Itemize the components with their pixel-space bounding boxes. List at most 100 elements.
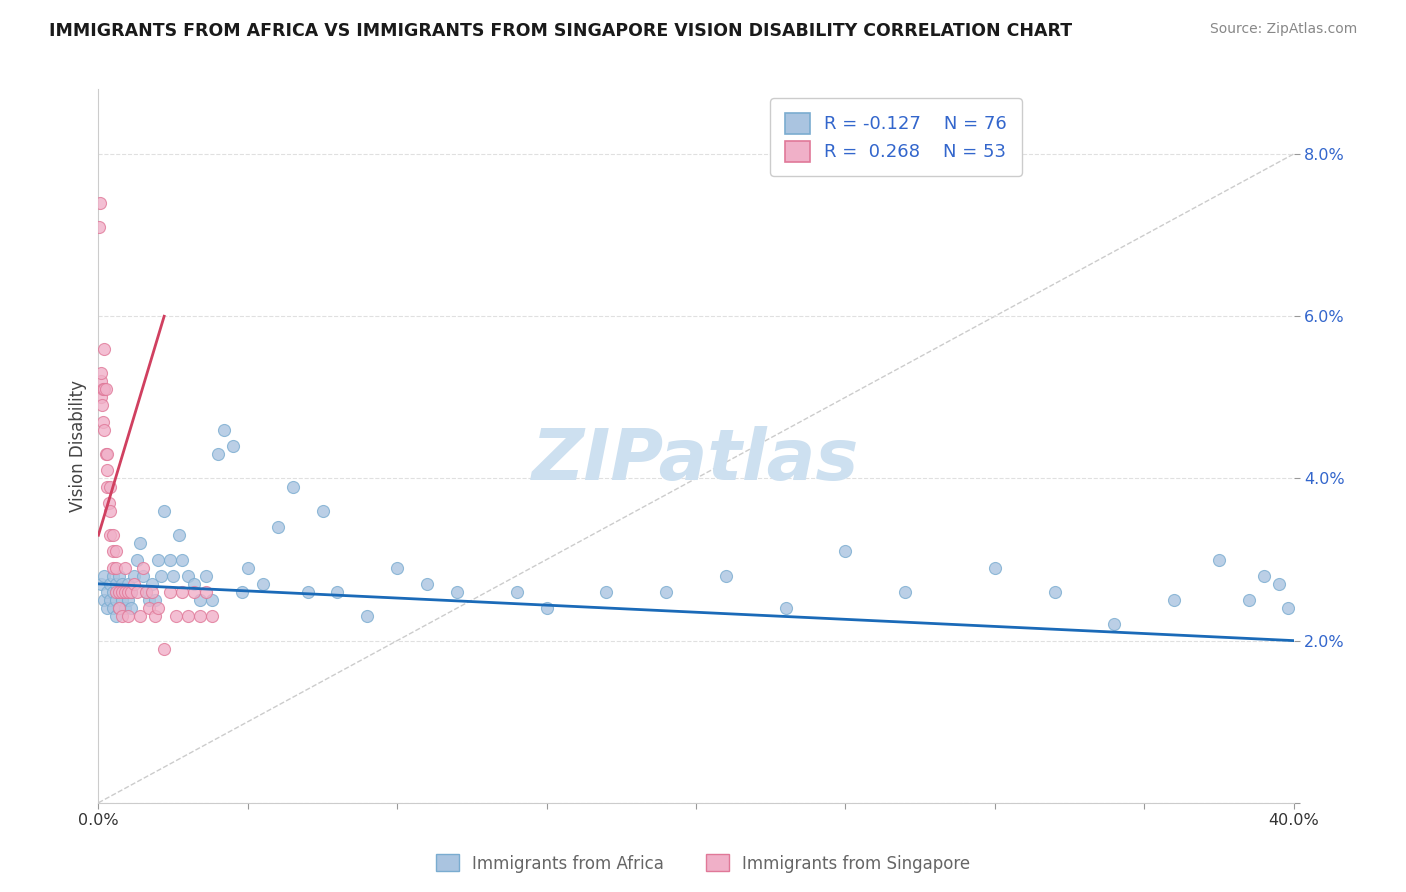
Point [655,585,678,599]
Point [111,577,134,591]
Point [93,423,115,437]
Point [105,544,128,558]
Point [141,585,163,599]
Point [207,447,229,461]
Point [172,585,194,599]
Point [775,601,797,615]
Point [117,577,139,591]
Point [416,577,439,591]
Point [834,544,856,558]
Y-axis label: Vision Disability: Vision Disability [69,380,87,512]
Point [143,593,166,607]
Point [165,609,187,624]
Point [120,601,142,615]
Point [127,552,149,566]
Legend: R = -0.127    N = 76, R =  0.268    N = 53: R = -0.127 N = 76, R = 0.268 N = 53 [770,98,1022,176]
Point [127,585,149,599]
Point [111,585,134,599]
Point [231,585,253,599]
Point [93,593,115,607]
Point [141,577,163,591]
Point [105,593,128,607]
Point [96,479,118,493]
Point [281,479,304,493]
Point [111,609,134,624]
Point [1237,593,1260,607]
Point [120,585,142,599]
Point [129,609,152,624]
Point [153,641,176,656]
Point [138,593,160,607]
Point [1043,585,1066,599]
Point [177,609,200,624]
Point [114,585,136,599]
Point [114,601,136,615]
Point [94,447,117,461]
Point [446,585,468,599]
Point [91,415,114,429]
Point [172,552,194,566]
Point [117,593,139,607]
Point [195,585,218,599]
Point [236,560,259,574]
Point [98,577,122,591]
Point [138,601,160,615]
Point [183,585,205,599]
Point [135,585,157,599]
Point [1104,617,1126,632]
Point [1208,552,1230,566]
Point [103,585,125,599]
Point [103,528,125,542]
Point [385,560,409,574]
Point [90,390,112,404]
Point [1163,593,1185,607]
Point [201,609,224,624]
Point [1277,601,1299,615]
Point [105,577,128,591]
Point [108,601,131,615]
Point [714,568,737,582]
Point [96,585,118,599]
Point [1267,577,1289,591]
Point [894,585,917,599]
Point [120,585,142,599]
Legend: Immigrants from Africa, Immigrants from Singapore: Immigrants from Africa, Immigrants from … [429,847,977,880]
Point [89,220,111,235]
Point [108,568,131,582]
Point [105,560,128,574]
Point [356,609,378,624]
Point [93,568,115,582]
Point [114,560,136,574]
Point [105,609,128,624]
Point [129,536,152,550]
Point [188,609,211,624]
Point [1253,568,1275,582]
Point [96,601,118,615]
Point [98,504,122,518]
Point [162,568,184,582]
Point [148,601,170,615]
Point [252,577,274,591]
Point [90,577,112,591]
Point [98,479,122,493]
Point [96,463,118,477]
Point [103,568,125,582]
Point [105,585,128,599]
Point [212,423,235,437]
Point [150,568,173,582]
Point [135,585,157,599]
Point [297,585,319,599]
Point [98,528,122,542]
Point [103,544,125,558]
Point [132,560,155,574]
Point [153,504,176,518]
Point [94,382,117,396]
Point [91,399,114,413]
Point [984,560,1007,574]
Point [311,504,333,518]
Point [93,342,115,356]
Point [91,382,114,396]
Point [114,585,136,599]
Text: IMMIGRANTS FROM AFRICA VS IMMIGRANTS FROM SINGAPORE VISION DISABILITY CORRELATIO: IMMIGRANTS FROM AFRICA VS IMMIGRANTS FRO… [49,22,1073,40]
Point [108,601,131,615]
